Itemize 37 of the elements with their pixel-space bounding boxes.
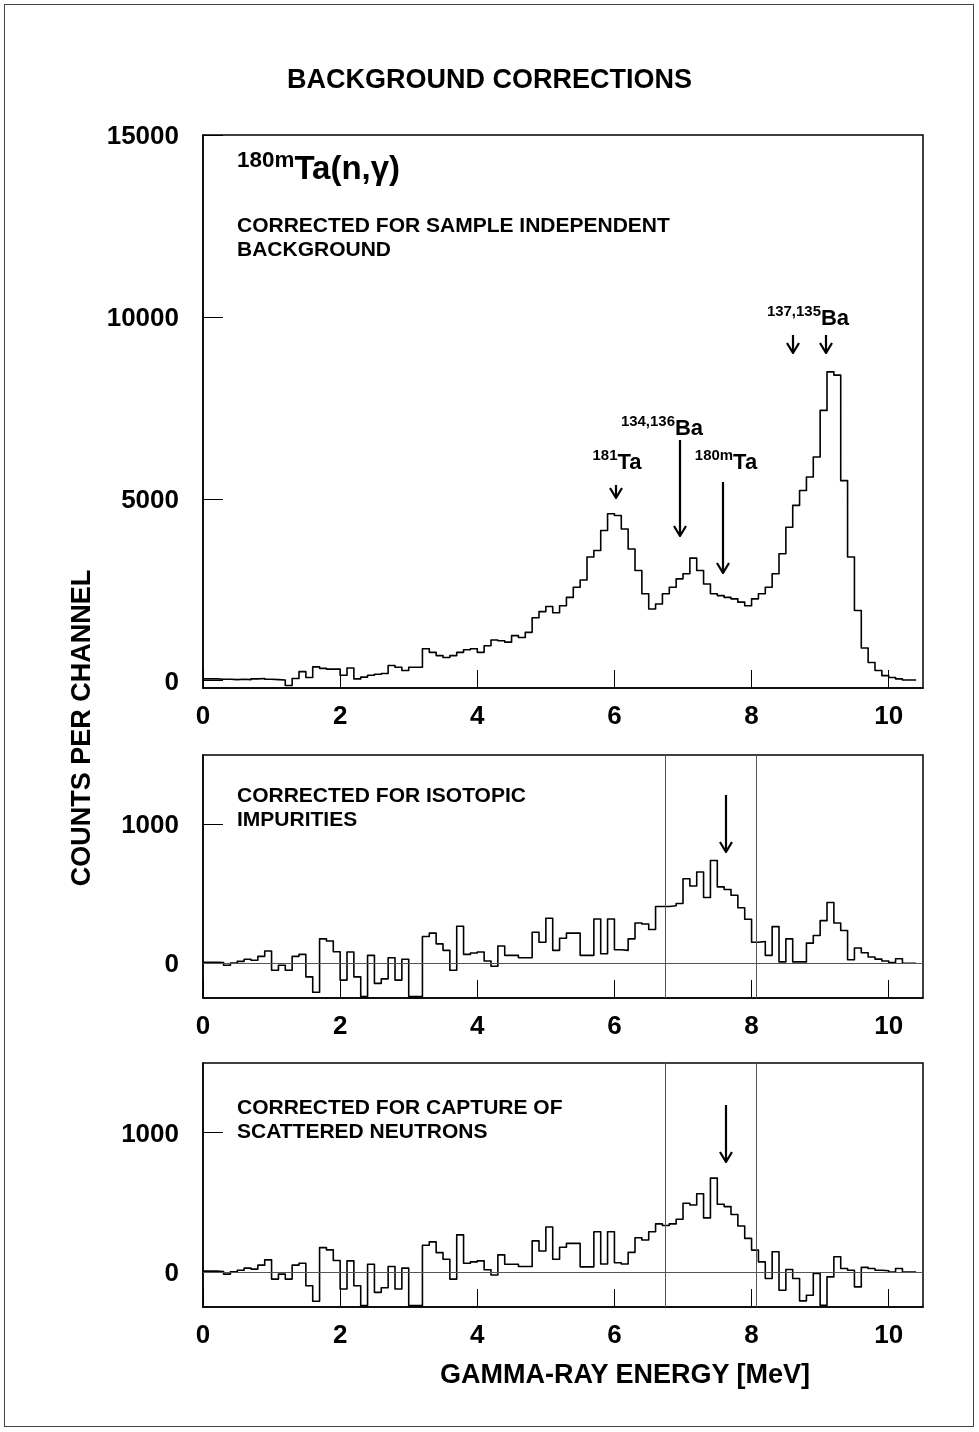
x-tick-label: 10 [874,700,904,730]
annotation: $^{137,135}$Ba [766,302,850,330]
annotation: CORRECTED FOR CAPTURE OF SCATTERED NEUTRONS [237,1095,564,1144]
annotation: $^{180m}$Ta(n,γ) [237,146,401,187]
x-tick-label: 6 [607,1319,622,1349]
y-tick-label: 1000 [121,809,179,840]
x-tick-label: 0 [195,1319,211,1349]
y-tick-label: 15000 [106,120,179,150]
x-tick-label: 6 [607,700,622,730]
chart-title: BACKGROUND CORRECTIONS [286,64,693,96]
x-axis-title: GAMMA-RAY ENERGY [MeV] [439,1359,811,1391]
y-tick-label: 0 [164,665,179,696]
y-tick-label: 10000 [106,301,179,332]
x-tick-label: 8 [744,1319,759,1349]
x-tick-label: 4 [470,1010,486,1040]
x-tick-label: 0 [195,1010,211,1040]
x-tick-label: 0 [195,700,211,730]
annotation: CORRECTED FOR ISOTOPIC IMPURITIES [237,783,527,832]
x-tick-label: 6 [607,1010,622,1040]
annotation: $^{181}$Ta [592,446,642,474]
x-tick-label: 4 [470,700,486,730]
x-tick-label: 10 [874,1319,904,1349]
y-tick-label: 1000 [121,1117,179,1148]
x-tick-label: 2 [332,700,348,730]
x-tick-label: 4 [470,1319,486,1349]
y-axis-title: COUNTS PER CHANNEL [66,569,98,887]
annotation: $^{180m}$Ta [694,446,758,474]
annotation: $^{134,136}$Ba [620,412,704,440]
y-tick-label: 5000 [121,483,179,514]
x-tick-label: 2 [332,1319,348,1349]
x-tick-label: 8 [744,1010,759,1040]
x-tick-label: 10 [874,1010,904,1040]
x-tick-label: 8 [744,700,759,730]
y-tick-label: 0 [164,948,179,979]
x-tick-label: 2 [332,1010,348,1040]
y-tick-label: 0 [164,1257,179,1288]
annotation: CORRECTED FOR SAMPLE INDEPENDENT BACKGROUND [237,213,671,262]
